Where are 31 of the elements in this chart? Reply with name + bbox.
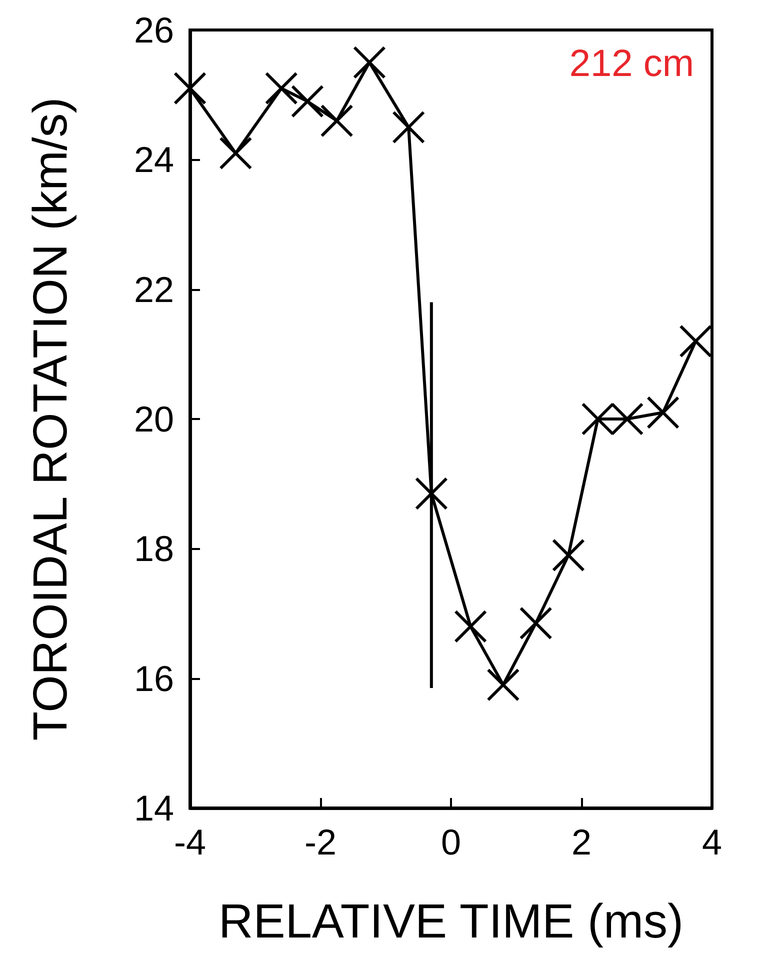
x-tick-label: 2	[571, 822, 592, 862]
y-tick-label: 24	[134, 139, 174, 180]
point	[454, 610, 488, 643]
y-tick-label: 22	[134, 268, 174, 310]
point	[581, 402, 614, 436]
y-tick-label: 18	[134, 528, 174, 570]
x-tick-label: -4	[174, 822, 206, 862]
point	[610, 402, 644, 436]
point	[646, 396, 680, 430]
point	[552, 538, 585, 572]
point	[679, 324, 712, 358]
point	[392, 110, 426, 144]
x-axis-title: RELATIVE TIME (ms)	[218, 896, 684, 948]
y-tick-label: 26	[134, 10, 174, 50]
y-tick-label: 20	[134, 398, 174, 440]
x-tick-label: 4	[702, 822, 722, 862]
x-tick-label: 0	[440, 822, 462, 862]
point	[290, 84, 324, 118]
point	[264, 72, 298, 105]
x-tick-label: -2	[304, 822, 337, 862]
annotation: 212 cm	[569, 43, 694, 85]
y-tick-label: 14	[134, 788, 174, 828]
point	[320, 104, 354, 138]
point	[352, 46, 386, 79]
point	[519, 606, 552, 640]
point	[174, 72, 206, 105]
y-tick-label: 16	[134, 658, 174, 699]
point	[486, 668, 520, 702]
y-axis-title: TOROIDAL ROTATION (km/s)	[24, 97, 78, 741]
point	[414, 477, 448, 510]
point	[219, 136, 252, 170]
